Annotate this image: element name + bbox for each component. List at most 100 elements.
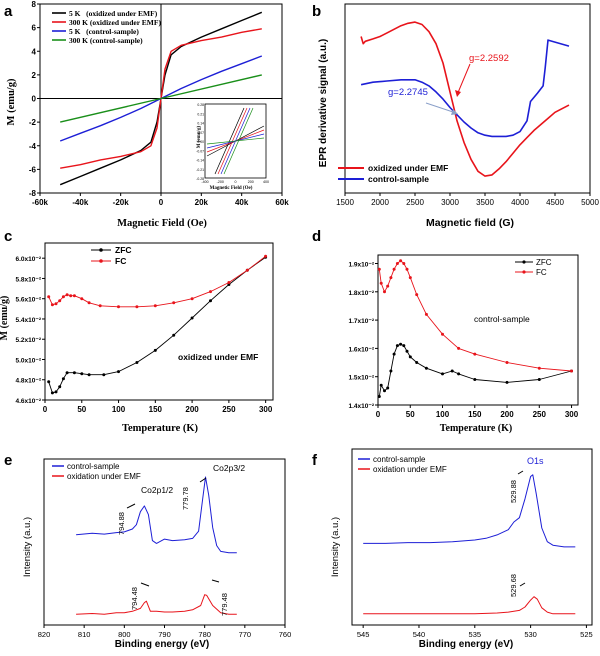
f-peak-o1s: O1s <box>527 456 544 466</box>
e-value-794-88: 794.88 <box>117 512 126 535</box>
panel-label-a: a <box>4 3 13 20</box>
c-series-0-point <box>135 361 139 364</box>
a-inset-xtick-label: -400 <box>201 180 208 184</box>
b-series-1-line <box>360 39 570 138</box>
a-xlabel: Magnetic Field (Oe) <box>117 218 207 229</box>
c-series-0-point <box>80 372 84 376</box>
b-blue-arrow-head <box>451 109 458 115</box>
d-legend-marker-fc <box>522 270 526 274</box>
d-series-1-point <box>570 369 573 373</box>
f-tick-529-68 <box>519 582 526 587</box>
d-series-1-point <box>399 259 403 263</box>
d-series-1-point <box>392 267 396 271</box>
d-series-1-point <box>405 267 409 271</box>
panel-label-d: d <box>312 228 321 245</box>
f-legend-label-2: oxidation under EMF <box>373 465 447 474</box>
c-legend-marker-fc <box>99 259 103 263</box>
c-series-0-point <box>65 371 69 375</box>
f-xlabel: Binding energy (eV) <box>419 639 513 650</box>
a-xtick-label: 60k <box>275 198 289 207</box>
f-value-529-68: 529.68 <box>509 574 518 597</box>
c-plot-frame <box>44 242 274 401</box>
d-xtick-label: 150 <box>468 410 482 419</box>
a-inset-ylabel: M (emu/g) <box>197 125 202 148</box>
f-xtick-label: 545 <box>357 630 370 639</box>
a-xtick-label: -40k <box>72 198 89 207</box>
c-series-1-point <box>209 290 212 294</box>
e-ylabel: Intensity (a.u.) <box>22 517 33 577</box>
c-series-1-point <box>65 293 69 297</box>
c-legend: ZFC FC <box>91 245 132 266</box>
a-inset-xtick-label: 400 <box>263 180 269 184</box>
c-xtick-label: 250 <box>222 405 236 414</box>
a-ytick-label: -8 <box>29 189 37 198</box>
c-ytick-label: 5.6x10⁻² <box>16 297 42 304</box>
d-series-0-point <box>415 361 419 364</box>
d-series-0-point <box>395 344 399 348</box>
b-legend: oxidized under EMF control-sample <box>338 163 448 184</box>
c-ytick-label: 6.0x10⁻² <box>16 256 42 263</box>
e-peak-co2p12: Co2p1/2 <box>141 485 173 495</box>
d-xtick-label: 200 <box>500 410 514 419</box>
c-series-0-point <box>172 333 176 337</box>
c-series-1-point <box>87 301 91 305</box>
a-legend-label-3: 5 K (control-sample) <box>69 27 139 36</box>
b-xtick-label: 3000 <box>441 198 459 207</box>
b-xtick-label: 1500 <box>336 198 354 207</box>
d-series-0-point <box>386 386 390 390</box>
f-axes: 545 540 535 530 525 <box>351 448 593 639</box>
b-red-arrow <box>456 63 471 96</box>
e-xtick-label: 790 <box>158 630 171 639</box>
e-peak-co2p32: Co2p3/2 <box>213 463 245 473</box>
d-series-0-point <box>505 380 509 384</box>
d-xtick-label: 300 <box>565 410 579 419</box>
c-xtick-label: 50 <box>77 405 86 414</box>
a-inset-xtick-label: 0 <box>235 180 237 184</box>
d-series-1-point <box>537 366 541 370</box>
e-value-779-78: 779.78 <box>181 487 190 510</box>
c-ytick-label: 5.0x10⁻² <box>16 357 42 364</box>
e-legend-label-2: oxidation under EMF <box>67 472 141 481</box>
a-xtick-label: -60k <box>32 198 49 207</box>
a-inset-curve <box>214 107 245 175</box>
c-series-0-point <box>190 316 194 320</box>
a-inset-ytick-label: -0.14 <box>196 159 204 163</box>
c-legend-label-fc: FC <box>115 256 126 266</box>
a-inset-ytick-label: 0.28 <box>197 103 204 107</box>
c-note: oxidized under EMF <box>178 352 258 362</box>
d-series-0-point <box>377 395 381 398</box>
d-series-0-point <box>473 378 477 381</box>
d-series-0-point <box>457 372 461 376</box>
d-series-1-point <box>395 262 399 265</box>
c-ytick-label: 5.2x10⁻² <box>16 337 42 344</box>
d-series-1-point <box>473 352 477 356</box>
c-series-0-point <box>87 373 91 377</box>
e-series-1-line <box>76 594 237 615</box>
f-plot-frame <box>351 448 593 626</box>
c-ytick-label: 5.4x10⁻² <box>16 317 42 324</box>
d-series-0-point <box>402 344 406 348</box>
f-xtick-label: 530 <box>524 630 537 639</box>
b-legend-label-2: control-sample <box>368 174 429 184</box>
d-series-0-point <box>405 349 409 353</box>
c-series-1-point <box>264 254 268 258</box>
a-ytick-label: -4 <box>29 142 37 151</box>
d-xtick-label: 0 <box>376 410 381 419</box>
e-tick-794-48 <box>140 582 150 587</box>
c-series-0-point <box>54 390 58 394</box>
d-legend-label-fc: FC <box>536 268 547 277</box>
c-series-0-point <box>209 299 212 303</box>
d-legend-marker-zfc <box>522 260 526 264</box>
c-xtick-label: 100 <box>112 405 126 414</box>
a-legend-label-4: 300 K (control-sample) <box>69 36 143 45</box>
f-value-529-88: 529.88 <box>509 480 518 503</box>
d-xtick-label: 250 <box>533 410 547 419</box>
c-series-1-point <box>72 294 76 298</box>
b-red-arrow-head <box>455 90 461 97</box>
f-series-0-line <box>363 474 576 548</box>
c-ytick-label: 4.6x10⁻² <box>16 398 42 405</box>
e-xlabel: Binding energy (eV) <box>115 639 209 650</box>
b-plot-frame <box>344 3 591 194</box>
b-xlabel: Magnetic field (G) <box>426 217 514 229</box>
